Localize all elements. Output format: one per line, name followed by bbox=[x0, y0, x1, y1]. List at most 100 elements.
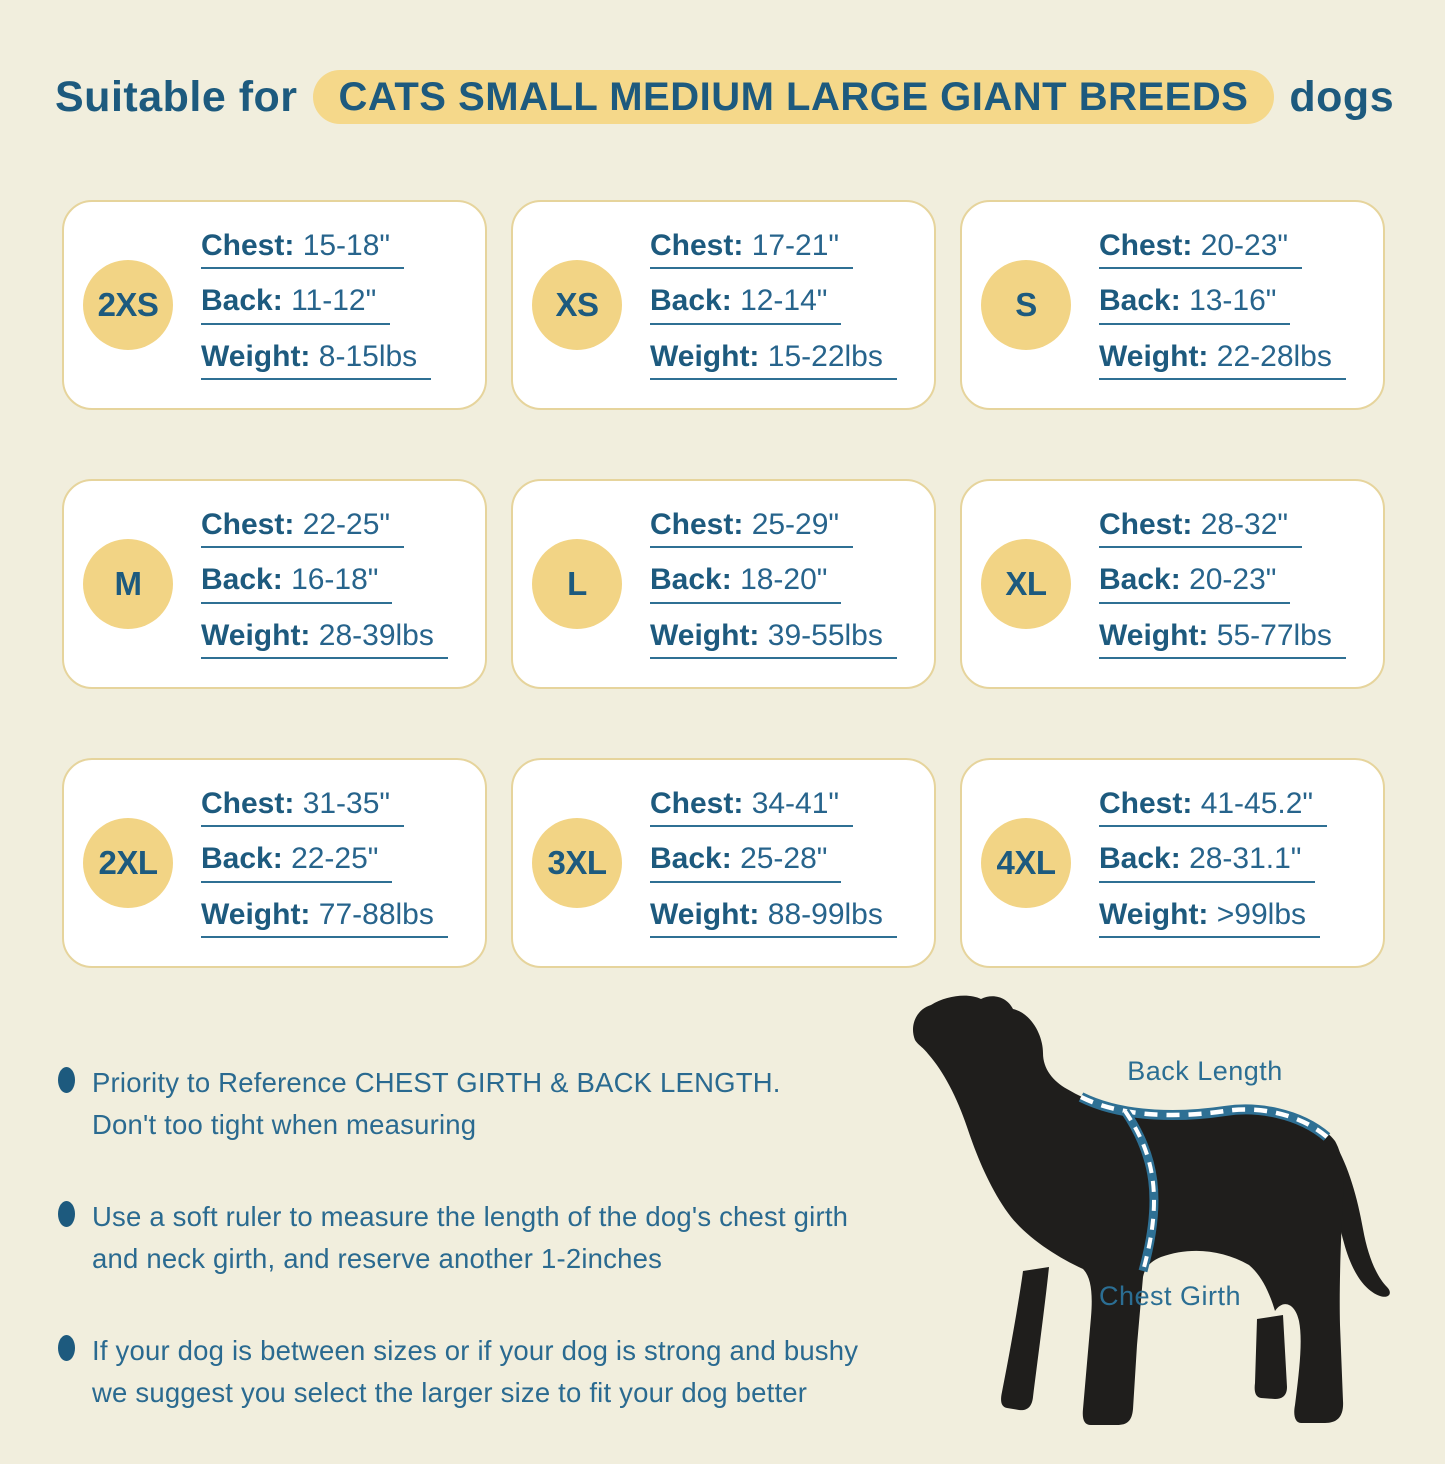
weight-label: Weight: bbox=[201, 618, 311, 652]
weight-field: Weight: >99lbs bbox=[1099, 897, 1321, 939]
size-fields: Chest: 17-21" Back: 12-14" Weight: 15-22… bbox=[650, 230, 897, 381]
back-label: Back: bbox=[650, 563, 732, 597]
dog-diagram-svg: Back Length Chest Girth bbox=[912, 995, 1390, 1425]
back-value: 16-18" bbox=[291, 563, 379, 597]
chest-field: Chest: 22-25" bbox=[201, 507, 405, 549]
size-label: 2XS bbox=[97, 286, 159, 323]
chest-field: Chest: 41-45.2" bbox=[1099, 786, 1328, 828]
size-fields: Chest: 41-45.2" Back: 28-31.1" Weight: >… bbox=[1099, 786, 1328, 939]
note-line: Don't too tight when measuring bbox=[92, 1109, 477, 1141]
size-badge: L bbox=[532, 539, 622, 629]
title-prefix: Suitable for bbox=[55, 72, 298, 121]
size-card-xl: XL Chest: 28-32" Back: 20-23" Weight: 55… bbox=[960, 479, 1385, 689]
chest-label: Chest: bbox=[201, 228, 295, 262]
chest-label: Chest: bbox=[1099, 786, 1193, 820]
size-label: 3XL bbox=[547, 844, 607, 881]
chest-value: 31-35" bbox=[302, 786, 391, 820]
weight-field: Weight: 28-39lbs bbox=[201, 620, 448, 660]
back-length-label: Back Length bbox=[1127, 1056, 1283, 1086]
size-card-3xl: 3XL Chest: 34-41" Back: 25-28" Weight: 8… bbox=[511, 758, 936, 968]
chest-label: Chest: bbox=[650, 228, 744, 262]
chest-field: Chest: 25-29" bbox=[650, 507, 854, 549]
note-line: Use a soft ruler to measure the length o… bbox=[92, 1201, 849, 1233]
chest-value: 28-32" bbox=[1200, 507, 1289, 541]
note-line: If your dog is between sizes or if your … bbox=[92, 1335, 859, 1367]
size-grid: 2XS Chest: 15-18" Back: 11-12" Weight: 8… bbox=[62, 200, 1385, 968]
weight-field: Weight: 8-15lbs bbox=[201, 339, 432, 381]
back-field: Back: 22-25" bbox=[201, 842, 393, 883]
bullet-icon bbox=[58, 1201, 75, 1228]
weight-label: Weight: bbox=[201, 897, 311, 931]
chest-label: Chest: bbox=[1099, 507, 1193, 541]
size-badge: 3XL bbox=[532, 818, 622, 908]
weight-value: 55-77lbs bbox=[1216, 618, 1332, 652]
size-fields: Chest: 20-23" Back: 13-16" Weight: 22-28… bbox=[1099, 230, 1346, 381]
size-label: XS bbox=[555, 286, 599, 323]
weight-field: Weight: 22-28lbs bbox=[1099, 341, 1346, 381]
weight-label: Weight: bbox=[1099, 897, 1209, 931]
weight-label: Weight: bbox=[650, 618, 760, 652]
size-badge: M bbox=[83, 539, 173, 629]
size-card-m: M Chest: 22-25" Back: 16-18" Weight: 28-… bbox=[62, 479, 487, 689]
back-value: 11-12" bbox=[291, 284, 377, 318]
size-label: 4XL bbox=[996, 844, 1056, 881]
weight-value: 15-22lbs bbox=[767, 339, 883, 373]
bullet-icon bbox=[58, 1335, 75, 1362]
back-label: Back: bbox=[1099, 563, 1181, 597]
back-label: Back: bbox=[650, 284, 732, 318]
weight-value: 28-39lbs bbox=[318, 618, 434, 652]
title-highlight-pill: CATS SMALL MEDIUM LARGE GIANT BREEDS bbox=[312, 70, 1275, 124]
chest-label: Chest: bbox=[1099, 228, 1193, 262]
weight-label: Weight: bbox=[650, 897, 760, 931]
back-field: Back: 16-18" bbox=[201, 563, 393, 604]
note-text: If your dog is between sizes or if your … bbox=[92, 1330, 858, 1414]
weight-field: Weight: 15-22lbs bbox=[650, 341, 897, 381]
chest-value: 41-45.2" bbox=[1200, 786, 1314, 820]
size-fields: Chest: 34-41" Back: 25-28" Weight: 88-99… bbox=[650, 788, 897, 939]
size-badge: 4XL bbox=[981, 818, 1071, 908]
chest-value: 34-41" bbox=[751, 786, 840, 820]
note-line: Priority to Reference CHEST GIRTH & BACK… bbox=[92, 1067, 781, 1098]
size-card-4xl: 4XL Chest: 41-45.2" Back: 28-31.1" Weigh… bbox=[960, 758, 1385, 968]
size-fields: Chest: 15-18" Back: 11-12" Weight: 8-15l… bbox=[201, 228, 432, 381]
size-card-xs: XS Chest: 17-21" Back: 12-14" Weight: 15… bbox=[511, 200, 936, 410]
weight-field: Weight: 39-55lbs bbox=[650, 620, 897, 660]
back-value: 28-31.1" bbox=[1189, 842, 1302, 876]
weight-label: Weight: bbox=[650, 339, 760, 373]
weight-value: 8-15lbs bbox=[318, 339, 418, 373]
size-badge: 2XL bbox=[83, 818, 173, 908]
weight-label: Weight: bbox=[1099, 339, 1209, 373]
chest-field: Chest: 20-23" bbox=[1099, 228, 1303, 270]
weight-label: Weight: bbox=[201, 339, 311, 373]
size-fields: Chest: 31-35" Back: 22-25" Weight: 77-88… bbox=[201, 788, 448, 939]
back-value: 22-25" bbox=[291, 842, 379, 876]
size-fields: Chest: 28-32" Back: 20-23" Weight: 55-77… bbox=[1099, 509, 1346, 660]
bullet-icon bbox=[58, 1067, 75, 1093]
back-field: Back: 20-23" bbox=[1099, 563, 1291, 604]
back-label: Back: bbox=[201, 842, 283, 876]
back-value: 12-14" bbox=[740, 284, 828, 318]
back-field: Back: 11-12" bbox=[201, 284, 391, 325]
size-badge: 2XS bbox=[83, 260, 173, 350]
chest-field: Chest: 28-32" bbox=[1099, 507, 1303, 549]
note-line: and neck girth, and reserve another 1-2i… bbox=[92, 1243, 663, 1275]
size-badge: XL bbox=[981, 539, 1071, 629]
weight-field: Weight: 55-77lbs bbox=[1099, 620, 1346, 660]
size-fields: Chest: 25-29" Back: 18-20" Weight: 39-55… bbox=[650, 509, 897, 660]
back-label: Back: bbox=[650, 842, 732, 876]
chest-label: Chest: bbox=[201, 507, 295, 541]
size-label: S bbox=[1015, 286, 1037, 323]
chest-value: 15-18" bbox=[302, 228, 391, 262]
back-length-line bbox=[1078, 1092, 1331, 1141]
weight-value: 77-88lbs bbox=[318, 897, 434, 931]
dog-measurement-diagram: Back Length Chest Girth bbox=[885, 985, 1445, 1445]
chest-label: Chest: bbox=[650, 507, 744, 541]
back-value: 13-16" bbox=[1189, 284, 1277, 318]
note-item: Use a soft ruler to measure the length o… bbox=[58, 1196, 903, 1280]
measuring-notes: Priority to Reference CHEST GIRTH & BACK… bbox=[58, 1062, 903, 1464]
back-value: 25-28" bbox=[740, 842, 828, 876]
chest-field: Chest: 34-41" bbox=[650, 786, 854, 828]
chest-field: Chest: 31-35" bbox=[201, 786, 405, 828]
size-card-2xs: 2XS Chest: 15-18" Back: 11-12" Weight: 8… bbox=[62, 200, 487, 410]
chest-field: Chest: 17-21" bbox=[650, 228, 854, 270]
